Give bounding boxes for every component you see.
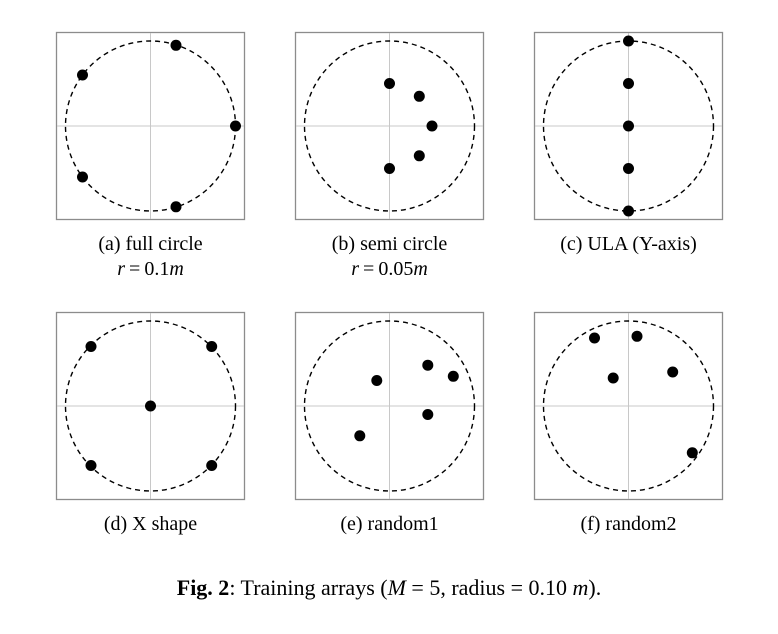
microphone-point-1	[85, 341, 97, 352]
microphone-point-2	[631, 330, 643, 342]
array-panel-e	[294, 311, 485, 501]
radius-label: r = 0.1m	[117, 258, 184, 280]
radius-circle	[64, 320, 237, 492]
figure-caption: Fig. 2: Training arrays (M = 5, radius =…	[176, 575, 602, 600]
panel-caption-a: (a) full circle r = 0.1m	[16, 232, 285, 282]
microphone-point-5	[384, 163, 395, 174]
array-plot-e	[294, 311, 485, 501]
panel-caption-text: (a) full circle	[98, 233, 203, 255]
figure-label: Fig. 2	[176, 575, 230, 600]
panel-caption-text: (c) ULA (Y-axis)	[560, 233, 697, 255]
array-panel-f	[533, 311, 724, 501]
panel-caption-f: (f) random2	[494, 512, 763, 537]
microphone-point-1	[170, 39, 182, 51]
microphone-point-4	[422, 409, 434, 420]
microphone-point-4	[667, 366, 679, 378]
array-plot-a	[55, 31, 246, 221]
panel-caption-text: (e) random1	[340, 513, 439, 535]
panel-caption-text: (f) random2	[580, 513, 677, 535]
caption-end: ).	[588, 575, 602, 600]
microphone-point-4	[623, 163, 634, 174]
microphone-point-1	[384, 78, 395, 89]
microphone-point-5	[206, 460, 218, 471]
array-panel-c	[533, 31, 724, 221]
microphone-point-3	[447, 370, 459, 382]
caption-math-m: M	[387, 575, 406, 600]
radius-label: r = 0.05m	[351, 258, 428, 280]
panel-caption-e: (e) random1	[255, 512, 524, 537]
microphone-point-4	[85, 460, 97, 471]
microphone-point-3	[145, 400, 156, 412]
caption-text: Training arrays (	[240, 575, 388, 600]
panel-caption-text: (d) X shape	[103, 513, 198, 535]
panel-caption-c: (c) ULA (Y-axis)	[494, 232, 763, 257]
microphone-point-1	[589, 332, 600, 344]
microphone-point-2	[422, 359, 434, 371]
microphone-point-2	[77, 69, 88, 81]
microphone-point-5	[623, 205, 634, 217]
array-panel-a	[55, 31, 246, 221]
array-plot-b	[294, 31, 485, 221]
array-plot-d	[55, 311, 246, 501]
array-panel-d	[55, 311, 246, 501]
array-plot-f	[533, 311, 724, 501]
caption-unit: m	[572, 575, 589, 600]
panel-caption-d: (d) X shape	[16, 512, 285, 537]
microphone-point-3	[607, 372, 619, 384]
panel-caption-text: (b) semi circle	[331, 233, 448, 255]
microphone-point-5	[170, 201, 182, 213]
radius-circle	[303, 40, 476, 212]
microphone-point-4	[77, 171, 88, 183]
microphone-point-1	[371, 375, 383, 386]
microphone-point-3	[623, 120, 634, 132]
radius-circle	[303, 320, 476, 492]
microphone-point-2	[413, 90, 425, 102]
radius-circle	[542, 320, 715, 492]
microphone-point-2	[623, 78, 634, 89]
microphone-point-3	[426, 120, 438, 132]
microphone-point-5	[354, 430, 366, 442]
panel-caption-b: (b) semi circle r = 0.05m	[255, 232, 524, 282]
microphone-point-1	[623, 35, 634, 47]
microphone-point-5	[686, 447, 698, 459]
microphone-point-2	[206, 341, 218, 352]
caption-equation: = 5, radius = 0.10	[405, 575, 573, 600]
array-panel-b	[294, 31, 485, 221]
microphone-point-3	[230, 120, 241, 132]
microphone-point-4	[413, 150, 425, 162]
array-plot-c	[533, 31, 724, 221]
